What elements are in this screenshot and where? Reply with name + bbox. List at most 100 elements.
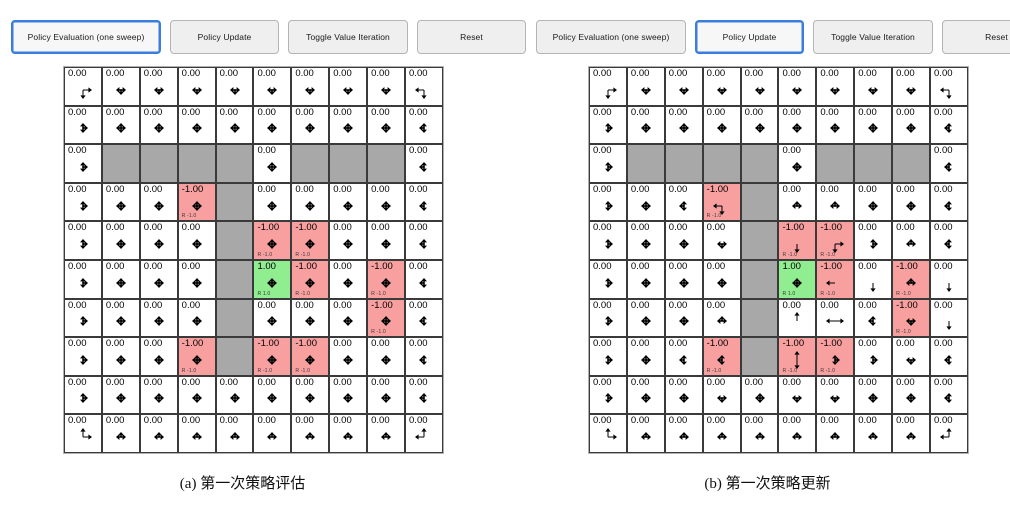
grid-cell[interactable]: 0.00 xyxy=(892,375,931,415)
grid-cell[interactable]: -1.00 R -1.0 xyxy=(291,221,330,260)
grid-cell[interactable]: -1.00 R -1.0 xyxy=(253,221,292,260)
grid-cell[interactable]: 0.00 xyxy=(329,67,368,106)
grid-cell[interactable]: 0.00 xyxy=(253,67,292,106)
grid-cell[interactable]: 0.00 xyxy=(139,182,178,222)
grid-cell[interactable]: 0.00 xyxy=(177,298,216,338)
grid-cell[interactable]: 0.00 xyxy=(816,375,855,415)
grid-cell[interactable]: 0.00 xyxy=(215,105,254,145)
grid-cell[interactable]: 0.00 xyxy=(64,414,102,453)
grid-cell[interactable]: 0.00 xyxy=(854,259,893,299)
grid-cell[interactable]: 0.00 xyxy=(177,67,216,106)
grid-cell[interactable]: 0.00 xyxy=(139,259,178,299)
grid-cell[interactable]: 0.00 xyxy=(702,298,741,338)
grid-cell[interactable]: 1.00 R 1.0 xyxy=(253,259,292,299)
grid-cell[interactable]: 0.00 xyxy=(291,414,330,453)
grid-cell-wall[interactable] xyxy=(101,144,140,183)
grid-cell[interactable]: 0.00 xyxy=(64,67,102,106)
grid-cell[interactable]: 0.00 xyxy=(778,105,817,145)
grid-cell[interactable]: 0.00 xyxy=(329,414,368,453)
grid-cell[interactable]: 0.00 xyxy=(664,67,703,106)
grid-cell[interactable]: 0.00 xyxy=(177,259,216,299)
grid-cell[interactable]: 0.00 xyxy=(253,144,292,183)
reset-button[interactable]: Reset xyxy=(942,20,1010,54)
grid-cell[interactable]: 0.00 xyxy=(253,375,292,415)
grid-cell[interactable]: 0.00 xyxy=(367,182,406,222)
grid-cell[interactable]: 0.00 xyxy=(778,144,817,183)
grid-cell[interactable]: 0.00 xyxy=(253,105,292,145)
grid-cell[interactable]: 0.00 xyxy=(854,221,893,260)
grid-cell[interactable]: 0.00 xyxy=(139,298,178,338)
grid-cell[interactable]: -1.00 R -1.0 xyxy=(177,337,216,376)
grid-cell[interactable]: 0.00 xyxy=(329,221,368,260)
grid-cell[interactable]: 0.00 xyxy=(626,337,665,376)
grid-cell[interactable]: -1.00 R -1.0 xyxy=(367,259,406,299)
policy-update-button[interactable]: Policy Update xyxy=(695,20,804,54)
policy-evaluation-button[interactable]: Policy Evaluation (one sweep) xyxy=(536,20,686,54)
policy-evaluation-button[interactable]: Policy Evaluation (one sweep) xyxy=(11,20,161,54)
grid-cell[interactable]: 0.00 xyxy=(664,414,703,453)
grid-cell[interactable]: 0.00 xyxy=(892,182,931,222)
grid-cell-wall[interactable] xyxy=(892,144,931,183)
grid-cell-wall[interactable] xyxy=(702,144,741,183)
grid-cell[interactable]: 0.00 xyxy=(740,414,779,453)
grid-cell[interactable]: -1.00 R -1.0 xyxy=(778,337,817,376)
grid-cell[interactable]: 0.00 xyxy=(405,259,443,299)
grid-cell[interactable]: 0.00 xyxy=(816,182,855,222)
grid-cell[interactable]: 0.00 xyxy=(367,67,406,106)
grid-cell[interactable]: 0.00 xyxy=(405,182,443,222)
grid-cell[interactable]: 0.00 xyxy=(367,105,406,145)
grid-cell[interactable]: -1.00 R -1.0 xyxy=(367,298,406,338)
grid-cell[interactable]: 0.00 xyxy=(589,144,627,183)
grid-cell[interactable]: 0.00 xyxy=(892,67,931,106)
grid-cell[interactable]: 0.00 xyxy=(930,221,968,260)
grid-cell[interactable]: 0.00 xyxy=(626,259,665,299)
grid-cell[interactable]: 0.00 xyxy=(367,221,406,260)
grid-cell[interactable]: 0.00 xyxy=(329,105,368,145)
grid-cell[interactable]: 0.00 xyxy=(892,337,931,376)
grid-cell[interactable]: 0.00 xyxy=(139,67,178,106)
grid-cell[interactable]: 0.00 xyxy=(215,414,254,453)
grid-cell[interactable]: 0.00 xyxy=(589,221,627,260)
grid-cell[interactable]: 0.00 xyxy=(892,105,931,145)
grid-cell[interactable]: 0.00 xyxy=(101,67,140,106)
grid-cell[interactable]: 0.00 xyxy=(291,375,330,415)
grid-cell[interactable]: 0.00 xyxy=(589,182,627,222)
grid-cell-wall[interactable] xyxy=(740,144,779,183)
grid-cell[interactable]: 0.00 xyxy=(101,375,140,415)
grid-cell[interactable]: 0.00 xyxy=(930,414,968,453)
grid-cell[interactable]: 0.00 xyxy=(854,337,893,376)
grid-cell[interactable]: 0.00 xyxy=(405,67,443,106)
grid-cell-wall[interactable] xyxy=(177,144,216,183)
grid-cell[interactable]: 0.00 xyxy=(854,105,893,145)
grid-cell[interactable]: 0.00 xyxy=(854,298,893,338)
grid-cell[interactable]: 0.00 xyxy=(139,375,178,415)
grid-cell[interactable]: 0.00 xyxy=(177,414,216,453)
grid-cell-wall[interactable] xyxy=(740,337,779,376)
grid-cell[interactable]: -1.00 R -1.0 xyxy=(702,182,741,222)
grid-cell[interactable]: 0.00 xyxy=(930,337,968,376)
grid-cell[interactable]: 0.00 xyxy=(892,221,931,260)
grid-cell[interactable]: 0.00 xyxy=(64,105,102,145)
grid-cell[interactable]: 0.00 xyxy=(930,144,968,183)
grid-cell[interactable]: 0.00 xyxy=(589,298,627,338)
grid-cell[interactable]: 0.00 xyxy=(139,105,178,145)
grid-cell[interactable]: 0.00 xyxy=(101,259,140,299)
grid-cell[interactable]: 0.00 xyxy=(367,337,406,376)
grid-cell[interactable]: 0.00 xyxy=(702,67,741,106)
grid-cell[interactable]: 0.00 xyxy=(816,298,855,338)
grid-cell-wall[interactable] xyxy=(664,144,703,183)
grid-cell[interactable]: -1.00 R -1.0 xyxy=(816,221,855,260)
toggle-value-iteration-button[interactable]: Toggle Value Iteration xyxy=(813,20,933,54)
grid-cell[interactable]: 0.00 xyxy=(626,375,665,415)
gridworld-a[interactable]: 0.00 0.00 0.00 0.00 0.00 0.00 0.00 0.00 0.00 0.00… xyxy=(63,66,444,454)
grid-cell[interactable]: 0.00 xyxy=(329,182,368,222)
grid-cell[interactable]: 0.00 xyxy=(101,221,140,260)
grid-cell[interactable]: 0.00 xyxy=(702,259,741,299)
grid-cell-wall[interactable] xyxy=(626,144,665,183)
grid-cell-wall[interactable] xyxy=(215,259,254,299)
grid-cell[interactable]: 0.00 xyxy=(64,337,102,376)
grid-cell[interactable]: 0.00 xyxy=(101,182,140,222)
grid-cell[interactable]: 0.00 xyxy=(329,337,368,376)
grid-cell[interactable]: 0.00 xyxy=(664,259,703,299)
gridworld-b[interactable]: 0.00 0.00 0.00 0.00 0.00 0.00 0.00 0.00 0.00 0.00… xyxy=(588,66,969,454)
